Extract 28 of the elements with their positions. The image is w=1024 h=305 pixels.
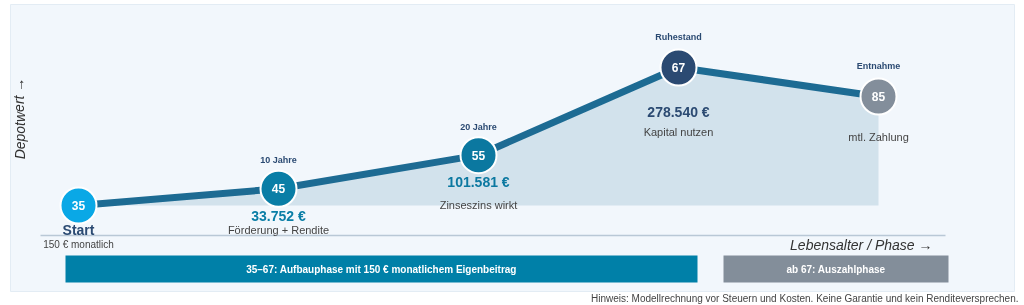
data-label: 101.581 € — [447, 174, 510, 191]
x-tick-label: 67 — [671, 61, 686, 75]
annotation: 20 Jahre — [460, 122, 497, 133]
data-label: 278.540 € — [647, 103, 710, 120]
point — [59, 186, 98, 225]
x-tick-label: 85 — [871, 90, 886, 104]
text: 35–67: Aufbauphase mit 150 € monatlichem Eigenbeitrag — [246, 263, 517, 275]
point — [859, 77, 898, 116]
annotation: mtl. Zahlung — [848, 130, 909, 143]
data-label: 33.752 € — [251, 207, 306, 224]
point — [259, 169, 298, 208]
text: 150 € monatlich — [43, 239, 114, 250]
annotation: Entnahme — [856, 60, 901, 71]
point — [659, 48, 698, 87]
annotation: Kapital nutzen — [643, 125, 714, 138]
x-axis-title: Lebensalter / Phase → — [790, 236, 933, 253]
x-tick-label: 35 — [71, 199, 86, 213]
y-axis-title: Depotwert → — [11, 77, 28, 160]
text: Start — [62, 221, 95, 238]
point — [459, 136, 498, 175]
x-tick-label: 55 — [471, 148, 486, 163]
annotation: 10 Jahre — [260, 154, 297, 165]
text: Ruhestand — [655, 31, 702, 42]
text: Förderung + Rendite — [227, 223, 330, 236]
text: Hinweis: Modellrechnung vor Steuern und Kosten. Keine Garantie und kein Renditeversprechen. — [591, 293, 1019, 304]
x-tick-label: 45 — [271, 182, 286, 197]
text: ab 67: Auszahlphase — [786, 263, 886, 275]
annotation: Zinseszins wirkt — [439, 199, 518, 212]
